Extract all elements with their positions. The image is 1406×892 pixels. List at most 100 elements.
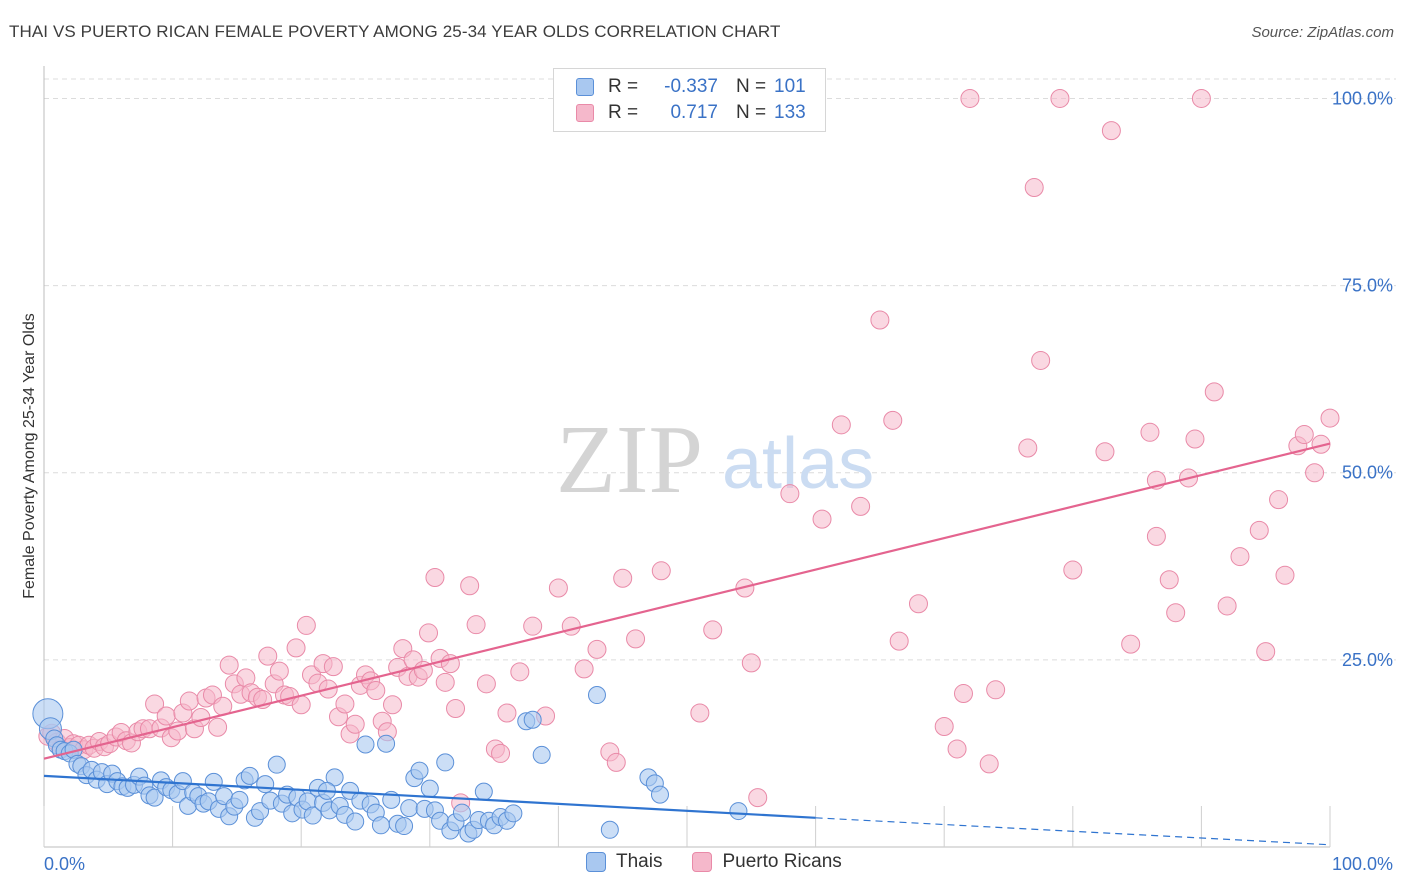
thais-label: Thais xyxy=(616,851,663,872)
watermark-zip: ZIP xyxy=(556,406,703,514)
puerto-rican-point xyxy=(1269,490,1289,510)
y-tick-label: 25.0% xyxy=(1342,650,1393,670)
puerto-rican-point xyxy=(1024,178,1044,198)
puerto-rican-point xyxy=(1159,570,1179,590)
legend-item-thais[interactable]: Thais xyxy=(586,851,662,873)
puerto-rican-point xyxy=(889,631,909,651)
puerto-rican-point xyxy=(780,484,800,504)
thai-trendline xyxy=(43,774,816,819)
chart-title: THAI VS PUERTO RICAN FEMALE POVERTY AMON… xyxy=(9,22,781,41)
puerto-rican-point xyxy=(323,657,343,677)
puerto-rican-point xyxy=(1146,526,1166,546)
puerto-rican-point xyxy=(883,410,903,430)
puerto-rican-point xyxy=(345,714,365,734)
thai-n-label: N = xyxy=(736,76,767,97)
x-tick-label: 0.0% xyxy=(44,854,85,874)
puerto-rican-point xyxy=(979,754,999,774)
y-tick-label: 100.0% xyxy=(1332,88,1393,108)
puerto-rican-point xyxy=(690,703,710,723)
puerto-rican-point xyxy=(219,655,239,675)
puerto-rican-point xyxy=(366,681,386,701)
thai-points xyxy=(32,686,748,843)
puerto-rican-point xyxy=(1166,603,1186,623)
puerto-rican-point xyxy=(1185,429,1205,449)
thai-point xyxy=(410,761,429,780)
puerto-rican-point xyxy=(831,415,851,435)
thai-point xyxy=(504,804,523,823)
thai-point xyxy=(650,785,669,804)
puerto-rican-point xyxy=(626,629,646,649)
thai-swatch xyxy=(576,78,594,96)
pr-trendline xyxy=(43,442,1331,760)
puerto-rican-point xyxy=(145,694,165,714)
puerto-rican-point xyxy=(587,639,607,659)
puerto-rican-point xyxy=(986,680,1006,700)
thai-point xyxy=(145,788,164,807)
puerto-rican-point xyxy=(613,568,633,588)
puerto-rican-point xyxy=(1050,88,1070,108)
y-tick-label: 75.0% xyxy=(1342,276,1393,296)
thai-point xyxy=(729,802,748,821)
thai-point xyxy=(267,755,286,774)
puerto-rican-point xyxy=(908,594,928,614)
legend-item-puerto-ricans[interactable]: Puerto Ricans xyxy=(692,851,842,873)
puerto-rican-point xyxy=(1249,520,1269,540)
pr-n-label: N = xyxy=(736,102,767,123)
thai-point xyxy=(377,734,396,753)
puerto-rican-point xyxy=(460,576,480,596)
series-legend: Thais Puerto Ricans xyxy=(586,851,872,873)
puerto-rican-point xyxy=(491,743,511,763)
puerto-rican-point xyxy=(703,620,723,640)
thai-point xyxy=(400,799,419,818)
puerto-ricans-swatch xyxy=(692,852,713,872)
puerto-rican-point xyxy=(651,561,671,581)
puerto-rican-point xyxy=(296,615,316,635)
thai-r-label: R = xyxy=(608,76,639,97)
pr-swatch xyxy=(576,104,594,122)
puerto-rican-point xyxy=(1101,121,1121,141)
puerto-rican-point xyxy=(476,674,496,694)
puerto-rican-point xyxy=(748,788,768,808)
puerto-rican-point xyxy=(741,653,761,673)
thai-point xyxy=(356,735,375,754)
puerto-rican-point xyxy=(419,623,439,643)
pr-r-value: 0.717 xyxy=(670,102,718,123)
thai-point xyxy=(452,803,471,822)
thai-point xyxy=(303,806,322,825)
thai-point xyxy=(371,816,390,835)
puerto-rican-point xyxy=(1294,425,1314,445)
puerto-rican-point xyxy=(1121,634,1141,654)
puerto-rican-point xyxy=(1320,408,1340,428)
thai-point xyxy=(420,779,439,798)
puerto-rican-point xyxy=(561,616,581,636)
puerto-rican-point xyxy=(497,703,517,723)
x-tick-label: 100.0% xyxy=(1332,854,1393,874)
thai-point xyxy=(204,772,223,791)
y-axis-label: Female Poverty Among 25-34 Year Olds xyxy=(21,313,38,599)
puerto-rican-point xyxy=(1018,438,1038,458)
puerto-rican-point xyxy=(435,672,455,692)
puerto-rican-point xyxy=(510,662,530,682)
puerto-rican-point xyxy=(156,706,176,726)
puerto-rican-point xyxy=(1063,560,1083,580)
thais-swatch xyxy=(586,852,606,872)
puerto-rican-point xyxy=(1275,565,1295,585)
thai-point xyxy=(436,753,455,772)
thai-point xyxy=(523,710,542,729)
thai-point xyxy=(256,775,275,794)
puerto-ricans-label: Puerto Ricans xyxy=(722,851,842,872)
thai-trendline-extension xyxy=(815,817,1331,846)
puerto-rican-point xyxy=(286,638,306,658)
legend-row-thai: R = -0.337 N = 101 xyxy=(576,74,806,100)
puerto-rican-point xyxy=(1140,422,1160,442)
puerto-rican-point xyxy=(335,694,355,714)
thai-point xyxy=(240,766,259,785)
puerto-rican-point xyxy=(960,88,980,108)
thai-n-value: 101 xyxy=(774,76,806,97)
thai-point xyxy=(173,772,192,791)
gridlines xyxy=(44,78,1396,661)
trendlines xyxy=(43,442,1331,846)
thai-point xyxy=(346,812,365,831)
watermark: ZIP atlas xyxy=(556,406,874,514)
